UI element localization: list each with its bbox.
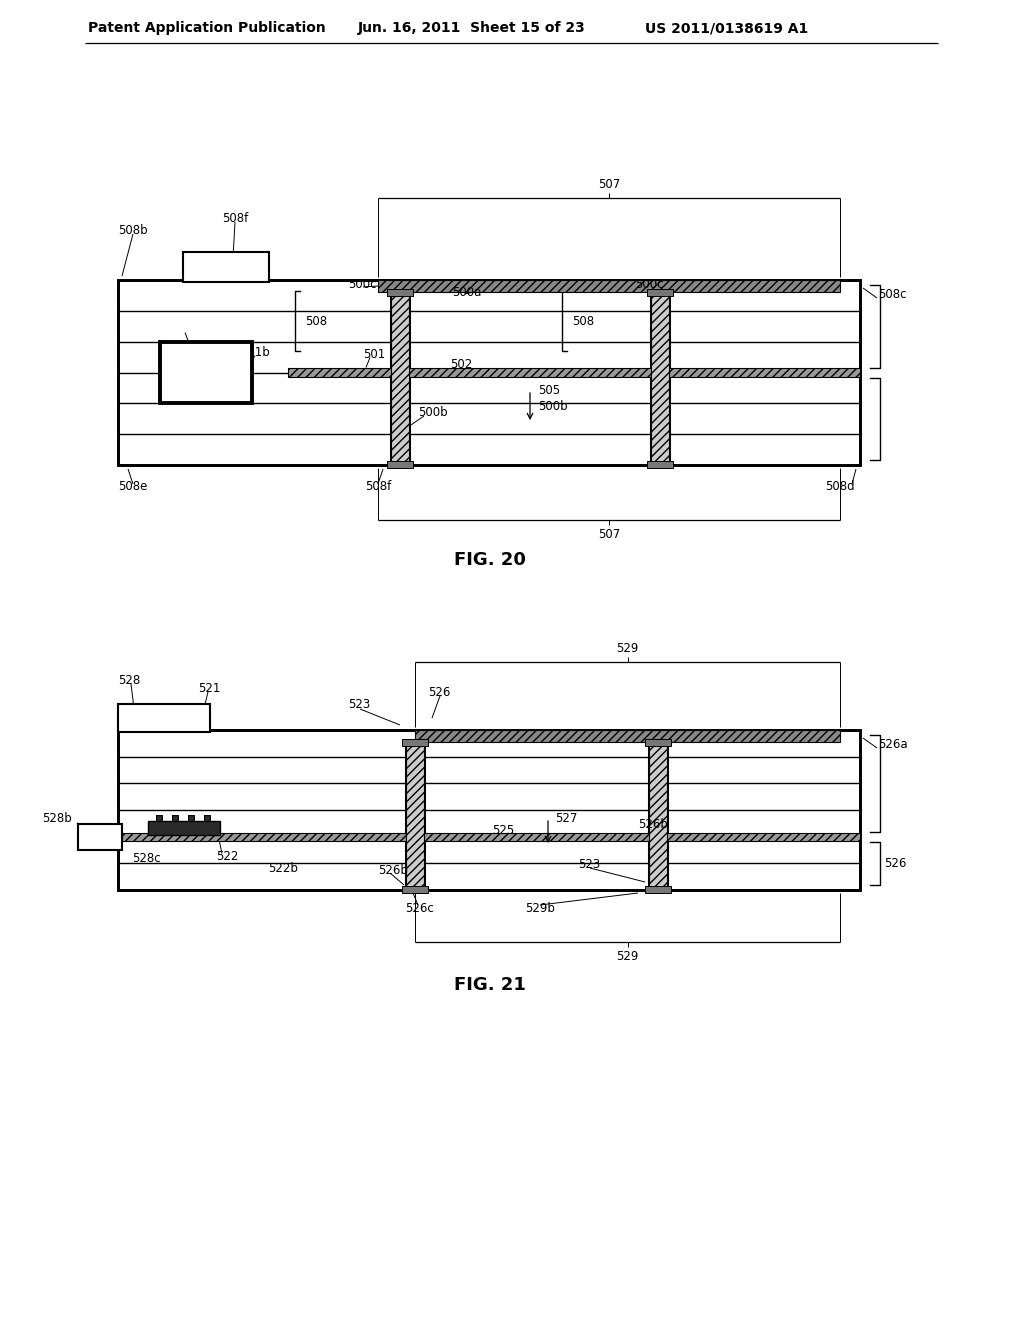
Text: Jun. 16, 2011  Sheet 15 of 23: Jun. 16, 2011 Sheet 15 of 23 — [358, 21, 586, 36]
Text: 522b: 522b — [268, 862, 298, 875]
Text: 527: 527 — [555, 812, 578, 825]
Text: 500b: 500b — [418, 407, 447, 420]
Text: 529b: 529b — [525, 902, 555, 915]
Text: 508c: 508c — [878, 289, 906, 301]
Bar — [160, 342, 252, 404]
Bar — [118, 280, 860, 465]
Bar — [156, 814, 162, 821]
Text: 508b: 508b — [118, 223, 147, 236]
Text: Patent Application Publication: Patent Application Publication — [88, 21, 326, 36]
Text: 500b: 500b — [538, 400, 567, 413]
Text: 508f: 508f — [222, 211, 248, 224]
Text: 508d: 508d — [825, 480, 855, 494]
Bar — [406, 742, 424, 890]
Bar — [391, 292, 409, 465]
Bar — [387, 289, 413, 296]
Text: 526a: 526a — [878, 738, 907, 751]
Bar — [148, 821, 220, 834]
Text: 508: 508 — [572, 314, 594, 327]
Text: 505: 505 — [538, 384, 560, 396]
Bar — [183, 252, 269, 282]
Text: US 2011/0138619 A1: US 2011/0138619 A1 — [645, 21, 808, 36]
Bar — [402, 886, 428, 894]
Text: 522: 522 — [216, 850, 239, 863]
Bar — [378, 280, 840, 292]
Text: 528: 528 — [118, 673, 140, 686]
Text: 529: 529 — [616, 642, 639, 655]
Bar — [647, 289, 673, 296]
Text: 500a: 500a — [452, 285, 481, 298]
Text: 528c: 528c — [132, 853, 161, 865]
Bar — [402, 739, 428, 746]
Bar — [415, 730, 840, 742]
Text: 526c: 526c — [406, 902, 434, 915]
Bar — [651, 292, 669, 465]
Bar — [204, 814, 210, 821]
Text: 508f: 508f — [365, 480, 391, 494]
Text: 528b: 528b — [42, 812, 72, 825]
Text: 526b: 526b — [638, 818, 668, 832]
Text: 526b: 526b — [378, 863, 408, 876]
Bar — [645, 886, 671, 894]
Text: FIG. 21: FIG. 21 — [454, 975, 526, 994]
Text: 529: 529 — [616, 949, 639, 962]
Text: 500c: 500c — [348, 279, 377, 292]
Bar — [645, 739, 671, 746]
Text: 507: 507 — [598, 528, 621, 540]
Text: 507: 507 — [598, 177, 621, 190]
Text: 521: 521 — [198, 681, 220, 694]
Bar — [387, 461, 413, 469]
Bar — [118, 730, 860, 890]
Text: 526: 526 — [428, 685, 451, 698]
Bar — [118, 833, 860, 841]
Text: 526: 526 — [884, 857, 906, 870]
Text: 501b: 501b — [240, 346, 269, 359]
Bar — [118, 730, 860, 890]
Text: 525: 525 — [492, 824, 514, 837]
Text: 509: 509 — [193, 348, 214, 362]
Bar — [78, 824, 122, 850]
Bar — [647, 461, 673, 469]
Bar — [288, 367, 860, 376]
Text: 508: 508 — [305, 314, 327, 327]
Bar — [118, 704, 210, 733]
Bar — [649, 742, 667, 890]
Bar — [188, 814, 194, 821]
Text: FIG. 20: FIG. 20 — [454, 550, 526, 569]
Text: 523: 523 — [348, 698, 371, 711]
Bar — [118, 280, 860, 465]
Text: 502: 502 — [450, 358, 472, 371]
Bar — [172, 814, 178, 821]
Text: 508e: 508e — [118, 480, 147, 494]
Text: 500c: 500c — [635, 279, 664, 292]
Text: 501: 501 — [362, 348, 385, 360]
Text: 523: 523 — [578, 858, 600, 871]
